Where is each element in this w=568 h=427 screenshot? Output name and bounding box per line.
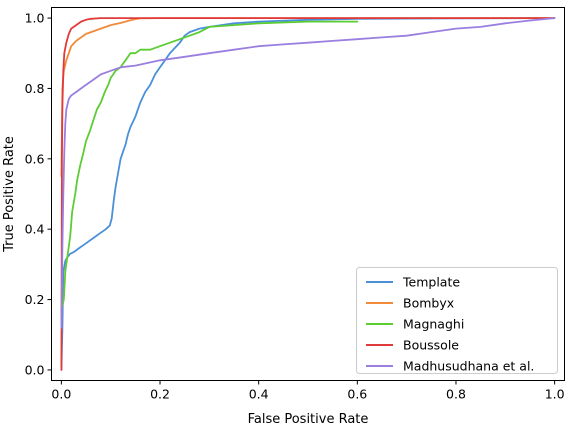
- legend-label: Magnaghi: [403, 317, 464, 332]
- legend-label: Bombyx: [403, 296, 454, 311]
- y-tick-label: 0.0: [25, 362, 45, 377]
- x-tick-label: 0.0: [51, 387, 71, 402]
- y-tick-label: 0.2: [25, 292, 45, 307]
- x-tick-label: 1.0: [545, 387, 565, 402]
- legend-label: Boussole: [403, 338, 459, 353]
- x-tick-label: 0.2: [150, 387, 170, 402]
- y-tick-label: 1.0: [25, 11, 45, 26]
- series-line-template: [60, 17, 556, 371]
- legend: Template Bombyx Magnaghi Boussole Madhusudha…: [356, 267, 558, 374]
- series-line-bombyx: [60, 17, 556, 178]
- legend-box: [356, 267, 558, 374]
- y-tick-label: 0.6: [25, 151, 45, 166]
- x-tick-label: 0.6: [347, 387, 367, 402]
- x-tick-label: 0.4: [249, 387, 269, 402]
- plot-frame: [51, 7, 565, 381]
- x-axis-ticks: 0.0 0.2 0.4 0.6 0.8 1.0: [51, 380, 565, 402]
- x-axis-label: False Positive Rate: [248, 412, 369, 427]
- series-line-boussole: [60, 17, 556, 371]
- legend-label: Madhusudhana et al.: [403, 359, 534, 374]
- y-axis-label: True Positive Rate: [2, 136, 17, 253]
- series-lines: [60, 17, 556, 371]
- series-line-magnaghi: [60, 20, 359, 311]
- legend-label: Template: [402, 275, 460, 290]
- y-axis-ticks: 0.0 0.2 0.4 0.6 0.8 1.0: [25, 11, 52, 377]
- x-tick-label: 0.8: [446, 387, 466, 402]
- y-tick-label: 0.4: [25, 222, 45, 237]
- y-tick-label: 0.8: [25, 81, 45, 96]
- series-line-madhusudhana-et-al: [60, 17, 556, 329]
